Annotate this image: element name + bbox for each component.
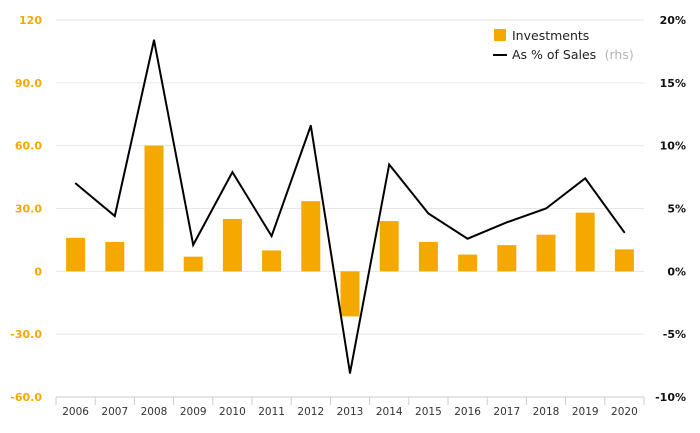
investment-bar bbox=[144, 145, 164, 272]
sales-percent-point bbox=[427, 212, 430, 215]
investment-bar bbox=[222, 218, 242, 272]
x-tick-label: 2009 bbox=[180, 406, 207, 418]
x-tick-label: 2006 bbox=[62, 406, 89, 418]
investment-bar bbox=[105, 242, 125, 272]
sales-percent-point bbox=[74, 182, 77, 185]
investment-bars bbox=[66, 145, 634, 317]
x-tick-label: 2017 bbox=[493, 406, 520, 418]
x-tick-label: 2012 bbox=[297, 406, 324, 418]
investment-bar bbox=[340, 271, 360, 317]
y-right-tick-label: 0% bbox=[667, 265, 686, 278]
x-tick-label: 2011 bbox=[258, 406, 285, 418]
investment-bar bbox=[497, 245, 517, 272]
legend-investments-label: Investments bbox=[512, 28, 589, 43]
sales-percent-point bbox=[466, 237, 469, 240]
y-left-tick-label: -30.0 bbox=[10, 328, 42, 341]
x-tick-label: 2010 bbox=[219, 406, 246, 418]
x-tick-label: 2018 bbox=[533, 406, 560, 418]
y-right-tick-label: 10% bbox=[660, 140, 686, 153]
investment-bar bbox=[575, 212, 595, 272]
sales-percent-point bbox=[506, 221, 508, 224]
investment-bar bbox=[301, 201, 321, 272]
investment-bar bbox=[536, 234, 556, 272]
y-axis-right: 20% 15% 10% 5% 0% -5% -10% bbox=[655, 14, 686, 404]
legend-sales-label: As % of Sales bbox=[512, 47, 596, 62]
y-right-tick-label: 5% bbox=[667, 203, 686, 216]
x-tick-label: 2008 bbox=[141, 406, 168, 418]
sales-percent-point bbox=[388, 163, 391, 166]
x-tick-label: 2007 bbox=[101, 406, 128, 418]
sales-percent-point bbox=[153, 39, 155, 41]
investment-bar bbox=[66, 237, 86, 272]
sales-percent-point bbox=[545, 207, 547, 210]
sales-percent-point bbox=[310, 124, 312, 127]
sales-percent-point bbox=[270, 235, 273, 237]
legend: Investments As % of Sales (rhs) bbox=[493, 28, 634, 63]
sales-percent-point bbox=[623, 231, 626, 234]
x-tick-label: 2016 bbox=[454, 406, 481, 418]
investment-bar bbox=[262, 250, 282, 272]
sales-percent-point bbox=[231, 171, 234, 173]
investment-bar bbox=[458, 254, 478, 272]
legend-investments-swatch bbox=[494, 29, 506, 41]
investment-bar bbox=[183, 256, 203, 272]
y-right-tick-label: 15% bbox=[660, 77, 686, 90]
x-tick-label: 2019 bbox=[572, 406, 599, 418]
y-left-tick-label: 0 bbox=[34, 265, 42, 278]
y-axis-left: 120 90.0 60.0 30.0 0 -30.0 -60.0 bbox=[10, 14, 42, 404]
y-right-tick-label: -5% bbox=[663, 328, 686, 341]
investment-bar bbox=[418, 242, 438, 272]
sales-percent-point bbox=[349, 372, 351, 374]
y-right-tick-label: 20% bbox=[660, 14, 686, 27]
sales-percent-point bbox=[584, 177, 586, 180]
x-tick-label: 2015 bbox=[415, 406, 442, 418]
legend-sales-label-group: As % of Sales (rhs) bbox=[512, 46, 634, 63]
y-left-tick-label: 120 bbox=[19, 14, 42, 27]
y-left-tick-label: 90.0 bbox=[15, 77, 42, 90]
y-left-tick-label: 30.0 bbox=[15, 203, 42, 216]
x-tick-label: 2013 bbox=[337, 406, 364, 418]
x-tick-label: 2014 bbox=[376, 406, 403, 418]
investment-bar bbox=[379, 221, 399, 272]
sales-percent-line bbox=[74, 39, 626, 374]
investment-bar bbox=[614, 249, 634, 272]
y-left-tick-label: -60.0 bbox=[10, 391, 42, 404]
y-right-tick-label: -10% bbox=[655, 391, 686, 404]
x-axis: 2006 2007 2008 2009 2010 2011 2012 2013 2014 2015… bbox=[55, 396, 645, 418]
y-left-tick-label: 60.0 bbox=[15, 140, 42, 153]
legend-sales-suffix: (rhs) bbox=[605, 47, 634, 62]
x-tick-label: 2020 bbox=[611, 406, 638, 418]
sales-percent-point bbox=[192, 244, 194, 246]
sales-percent-point bbox=[114, 215, 116, 217]
